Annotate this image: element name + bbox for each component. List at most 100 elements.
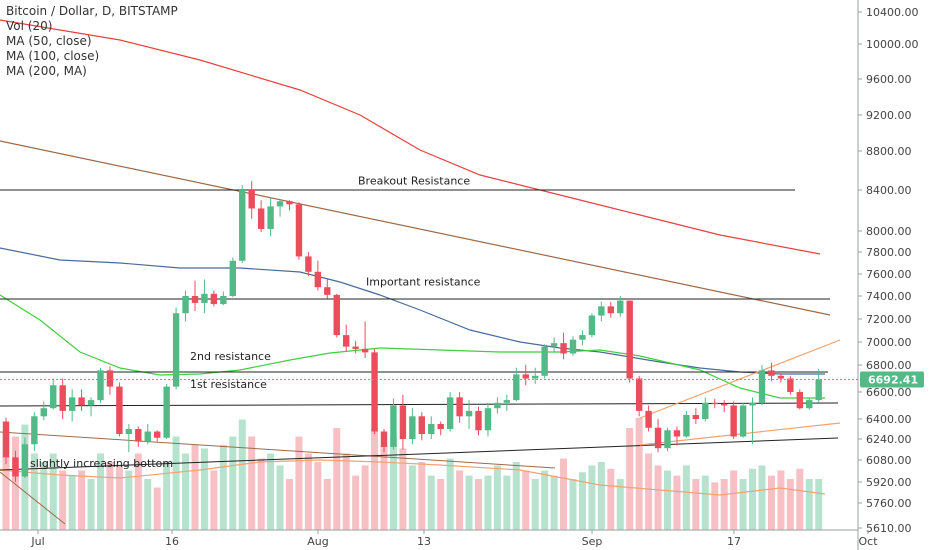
y-tick-label: 9200.00 <box>866 109 912 122</box>
volume-bar <box>456 470 464 530</box>
candle-body <box>446 397 454 429</box>
candle-body <box>125 429 133 434</box>
ma200-line <box>0 19 821 255</box>
volume-bar <box>408 465 416 530</box>
volume-bar <box>78 470 86 530</box>
candle-body <box>437 424 444 429</box>
volume-bar <box>664 470 671 530</box>
volume-bar <box>418 462 426 530</box>
volume-bar <box>692 479 700 530</box>
candle-body <box>645 410 652 428</box>
candle-body <box>295 204 303 257</box>
first-resistance-level <box>0 402 839 407</box>
volume-bar <box>30 453 38 530</box>
volume-bar <box>777 470 785 530</box>
volume-bar <box>191 445 199 530</box>
descending-support-trendline <box>0 431 556 469</box>
candle-body <box>787 378 794 392</box>
y-tick-label: 6600.00 <box>866 386 912 399</box>
candle-body <box>248 190 255 209</box>
volume-bar <box>701 475 709 530</box>
candle-body <box>711 402 718 405</box>
y-tick-label: 9600.00 <box>866 73 912 86</box>
moving-averages <box>0 19 826 496</box>
candle-body <box>494 402 501 409</box>
volume-bar <box>730 470 738 530</box>
volume-bar <box>40 462 48 530</box>
y-tick-label: 5760.00 <box>866 497 912 510</box>
y-tick-label: 5610.00 <box>866 522 912 535</box>
candle-body <box>144 431 151 442</box>
candle-body <box>40 408 47 417</box>
x-tick-label: 17 <box>727 535 741 548</box>
candle-body <box>201 293 208 303</box>
volume-bar <box>153 487 161 530</box>
volume-bar <box>182 453 190 530</box>
candle-body <box>683 414 690 437</box>
time-axis[interactable]: Jul 16 Aug 13 Sep 17 Oct <box>0 529 878 548</box>
candle-body <box>465 410 473 417</box>
candle-body <box>475 410 482 431</box>
volume-bar <box>238 419 246 530</box>
candle-body <box>191 296 199 303</box>
volume-bar <box>276 465 284 530</box>
volume-bar <box>87 479 95 530</box>
y-tick-label: 7800.00 <box>866 246 912 259</box>
candle-body <box>503 400 511 403</box>
y-tick-label: 8000.00 <box>866 225 912 238</box>
candle-body <box>806 400 813 409</box>
candle-body <box>50 385 57 409</box>
candle-body <box>749 402 756 406</box>
y-tick-label: 7600.00 <box>866 268 912 281</box>
candle-body <box>371 352 378 432</box>
candle-body <box>286 201 293 205</box>
volume-bar <box>578 472 586 530</box>
candle-body <box>456 397 463 417</box>
candle-body <box>154 431 161 438</box>
candle-body <box>768 370 775 376</box>
volume-bar <box>541 470 549 530</box>
candle-body <box>569 339 577 354</box>
volume-bar <box>59 470 67 530</box>
candle-body <box>21 444 29 477</box>
volume-bar <box>767 475 775 530</box>
volume-bar <box>172 436 180 530</box>
y-tick-label: 10000.00 <box>866 38 919 51</box>
candle-body <box>758 370 766 403</box>
short-downtrend-line <box>0 471 66 525</box>
candle-body <box>361 348 369 353</box>
chart-title: Bitcoin / Dollar, D, BITSTAMP <box>6 4 178 18</box>
candle-body <box>702 402 709 419</box>
volume-ma-line <box>0 459 826 496</box>
volume-bar <box>219 445 227 530</box>
volume-bar <box>257 458 265 530</box>
candle-body <box>333 294 340 336</box>
volume-bar <box>248 436 256 530</box>
volume-bar <box>314 462 322 530</box>
volume-bar <box>163 462 171 530</box>
y-tick-label: 6800.00 <box>866 359 912 372</box>
indicator-vol: Vol (20) <box>6 19 53 33</box>
candle-body <box>484 408 492 431</box>
candle-body <box>730 405 737 437</box>
candle-body <box>257 208 265 229</box>
volume-bar <box>711 482 719 530</box>
volume-bar <box>645 453 653 530</box>
volume-bar <box>588 465 596 530</box>
candle-body <box>617 300 624 314</box>
candle-body <box>229 260 236 296</box>
candle-body <box>598 306 605 316</box>
volume-bar <box>342 453 350 530</box>
y-tick-label: 5920.00 <box>866 476 912 489</box>
candle-body <box>692 414 700 419</box>
volume-bar <box>569 479 577 530</box>
candle-body <box>314 271 322 288</box>
volume-bar <box>786 479 794 530</box>
volume-bar <box>626 428 634 530</box>
candle-body <box>106 370 114 387</box>
candle-body <box>276 201 284 207</box>
annotation-label: slightly increasing bottom <box>30 457 173 470</box>
candle-body <box>607 306 614 314</box>
